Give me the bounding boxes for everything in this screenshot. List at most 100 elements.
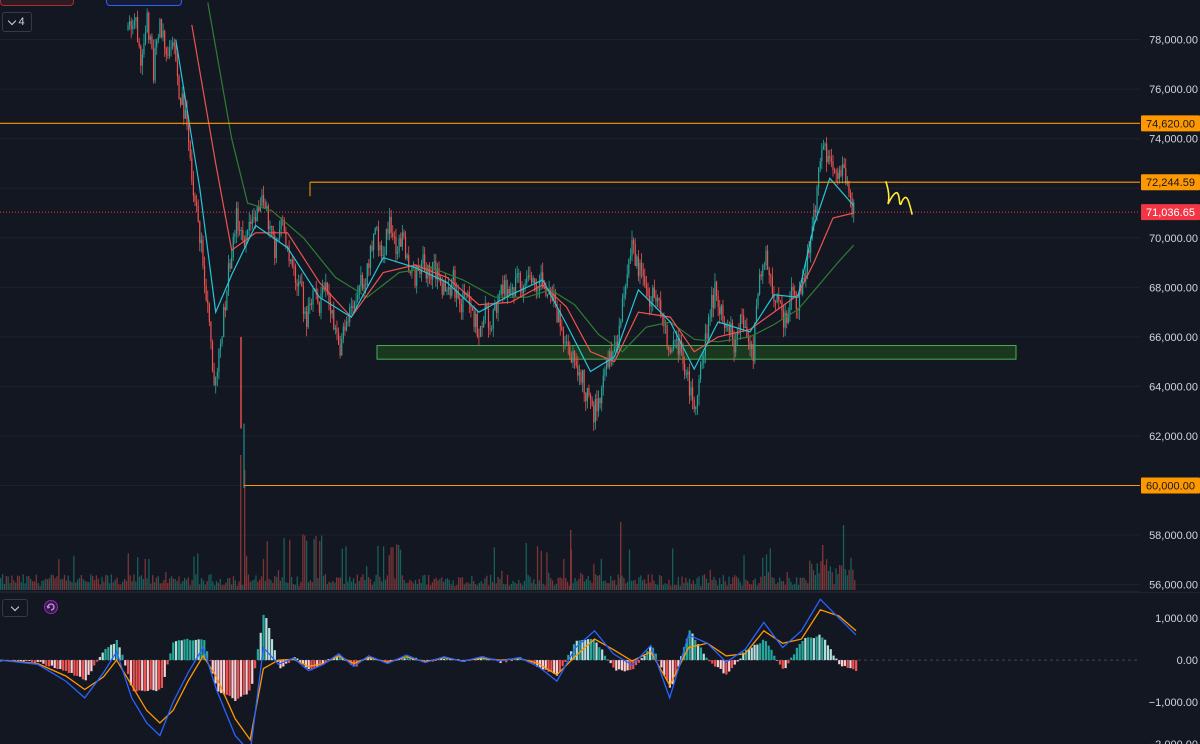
macd-line — [0, 598, 857, 744]
volume-bar — [523, 580, 526, 590]
macd-histogram-bar — [180, 640, 183, 661]
macd-histogram-bar — [332, 658, 336, 661]
collapse-indicator-button[interactable] — [2, 599, 28, 617]
candle-body — [368, 263, 370, 268]
candlesticks[interactable] — [127, 8, 855, 488]
macd-histogram-bar — [285, 660, 288, 664]
drawing-annotation[interactable] — [885, 181, 913, 215]
volume-bar — [58, 559, 60, 590]
refresh-icon[interactable] — [44, 600, 58, 614]
candle-body — [207, 300, 209, 304]
macd-histogram-bar — [747, 649, 751, 661]
volume-bar — [7, 576, 9, 590]
volume-bar — [97, 578, 99, 590]
candle-body — [494, 302, 496, 310]
volume-bar — [202, 580, 205, 590]
macd-histogram-bar — [711, 660, 714, 664]
candle-body — [513, 287, 515, 297]
macd-histogram-bar — [801, 640, 804, 661]
price-level-label: 74,620.00 — [1146, 118, 1195, 130]
volume-bar — [589, 580, 591, 590]
volume-bar — [809, 560, 811, 590]
candle-body — [605, 360, 608, 370]
macd-pane[interactable] — [0, 598, 1140, 744]
candle-body — [460, 304, 462, 313]
candle-body — [441, 283, 443, 295]
volume-bar — [234, 580, 236, 590]
volume-bar — [467, 582, 469, 590]
volume-bar — [745, 579, 747, 590]
volume-bar — [531, 582, 533, 590]
volume-bar — [604, 580, 606, 590]
macd-histogram-bar — [64, 660, 68, 671]
volume-bar — [35, 574, 37, 590]
candle-body — [130, 21, 132, 30]
candle-body — [191, 158, 193, 181]
candle-body — [636, 256, 638, 266]
volume-bar — [668, 579, 670, 590]
candle-body — [735, 339, 737, 353]
price-level-tag — [1141, 204, 1200, 221]
volume-bar — [825, 559, 828, 590]
candle-body — [202, 239, 204, 266]
candle-body — [270, 226, 273, 227]
volume-bar — [165, 571, 167, 590]
candle-body — [730, 322, 732, 334]
macd-histogram-bar — [197, 639, 200, 661]
volume-bar — [200, 577, 203, 590]
volume-bar — [146, 578, 148, 590]
macd-axis[interactable]: 1,000.00 0.00 −1,000.00 −2,000.00 — [1140, 593, 1200, 744]
candle-body — [838, 169, 840, 179]
volume-bar — [238, 581, 240, 590]
volume-bar — [628, 549, 631, 590]
candle-body — [621, 297, 624, 322]
volume-bar — [31, 581, 34, 590]
candle-body — [690, 387, 692, 396]
volume-bar — [270, 580, 272, 590]
macd-histogram-bar — [612, 660, 615, 668]
top-tab-red[interactable] — [0, 0, 74, 6]
macd-histogram-bar — [561, 660, 564, 667]
volume-bar — [769, 548, 771, 590]
volume-bar — [101, 576, 103, 590]
price-axis[interactable]: 78,000.00 76,000.00 74,000.00 70,000.00 68,0… — [1140, 0, 1200, 592]
volume-bar — [16, 575, 19, 590]
candle-body — [227, 263, 230, 291]
candle-body — [746, 326, 748, 337]
volume-bar — [150, 583, 152, 590]
candle-body — [424, 254, 426, 271]
macd-histogram-bar — [682, 647, 686, 661]
volume-bars — [0, 455, 856, 590]
volume-bar — [779, 577, 781, 590]
macd-histogram-bar — [445, 658, 449, 661]
candle-body — [819, 161, 821, 169]
price-axis-tick-label: 66,000.00 — [1149, 332, 1198, 344]
volume-bar — [401, 575, 404, 590]
support-zone[interactable] — [376, 345, 1017, 360]
candle-body — [752, 344, 754, 362]
volume-bar — [1, 574, 4, 590]
volume-bar — [643, 579, 646, 590]
macd-histogram-bar — [730, 660, 734, 669]
volume-bar — [647, 574, 649, 590]
macd-histogram-bar — [575, 640, 578, 661]
candle-body — [543, 287, 545, 289]
macd-histogram-bar — [90, 660, 93, 672]
collapse-series-button[interactable]: 4 — [2, 12, 32, 32]
top-tab-blue[interactable] — [106, 0, 182, 6]
candle-body — [679, 340, 681, 355]
macd-histogram-bar — [191, 640, 195, 661]
candle-body — [462, 291, 464, 313]
price-axis-tick-label: 78,000.00 — [1149, 35, 1198, 47]
volume-bar — [78, 577, 81, 590]
price-level-label: 71,036.65 — [1146, 207, 1195, 219]
candle-body — [505, 280, 507, 297]
volume-bar — [437, 580, 439, 590]
volume-bar — [801, 577, 803, 590]
candle-body — [821, 149, 823, 162]
candle-body — [484, 304, 486, 320]
macd-histogram-bar — [620, 660, 624, 671]
volume-bar — [140, 575, 143, 590]
volume-bar — [651, 574, 653, 590]
